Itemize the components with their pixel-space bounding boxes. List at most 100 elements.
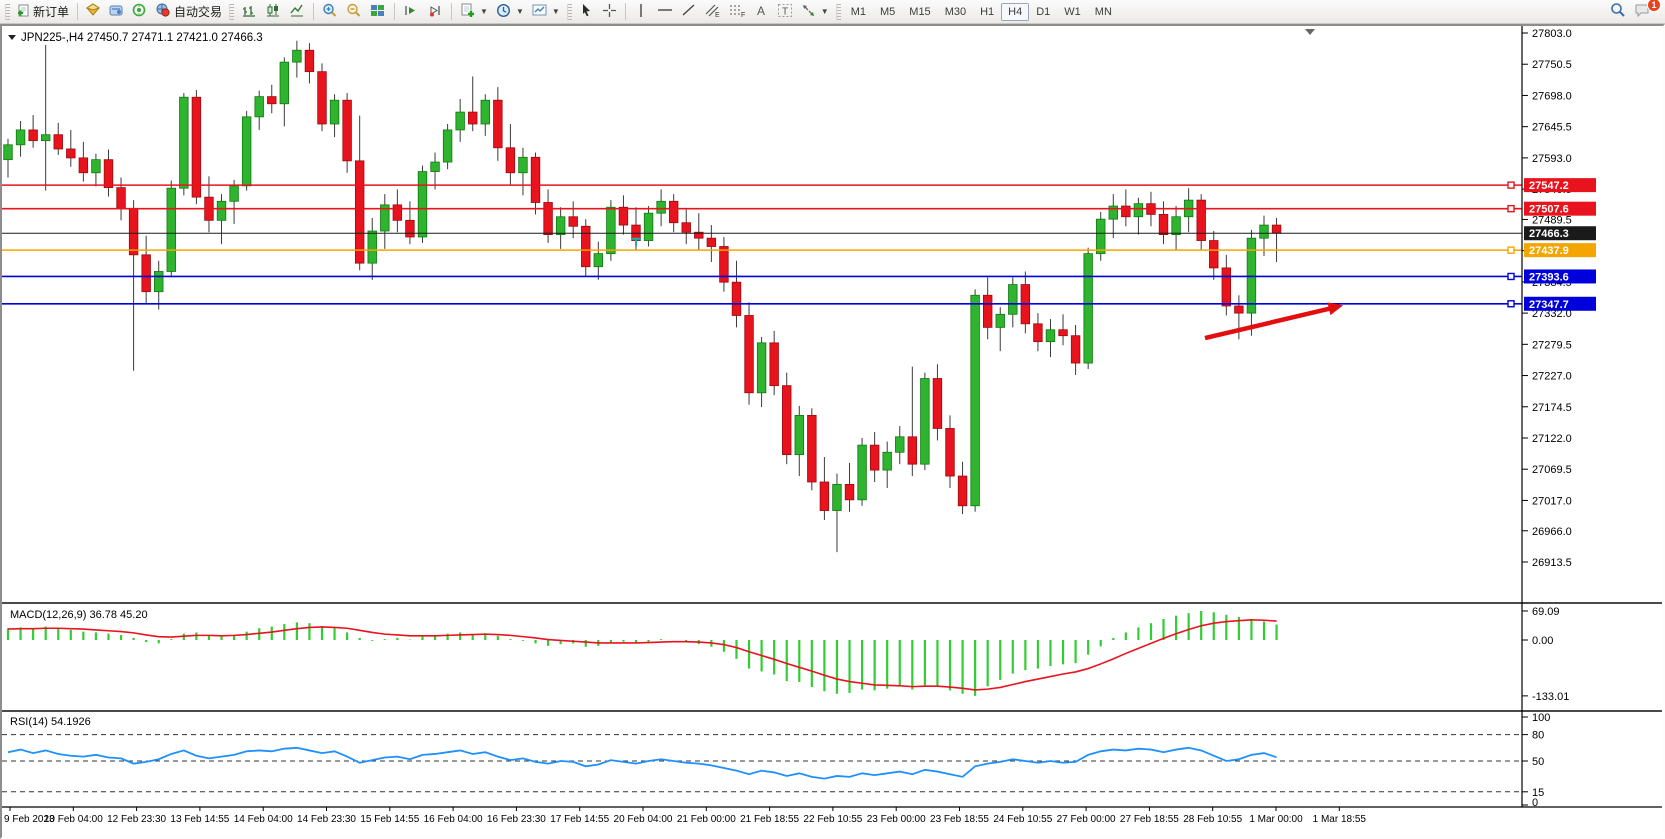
toolbar-separator [77,3,79,20]
horizontal-line-27393.6[interactable] [2,272,1522,281]
timeframe-w1-button[interactable]: W1 [1057,3,1088,21]
toolbar-drag-handle[interactable] [835,3,841,20]
market-watch-button[interactable] [82,2,105,22]
svg-text:27507.6: 27507.6 [1529,204,1569,216]
time-tick-label: 13 Feb 14:55 [170,814,229,825]
candle [28,129,38,142]
timeframe-m15-button[interactable]: M15 [902,3,937,21]
price-tag-27547.2: 27547.2 [1524,178,1596,193]
zoom-out-button[interactable] [342,2,366,22]
candle [53,134,63,150]
teal-t-marker[interactable] [631,237,641,246]
timeframe-mn-button[interactable]: MN [1088,3,1119,21]
auto-trading-button[interactable]: 自动交易 [151,2,226,22]
timeframe-d1-button[interactable]: D1 [1029,3,1057,21]
rsi-tick-label: 100 [1532,712,1550,724]
candle [468,111,478,125]
text-button[interactable]: A [750,2,773,22]
candle [128,208,139,256]
shapes-button[interactable]: ▼ [797,2,833,22]
candle [1108,205,1118,220]
time-tick-label: 14 Feb 04:00 [234,814,293,825]
candle [329,99,340,125]
price-tick-label: 27017.0 [1532,495,1572,507]
candle [555,216,566,236]
line-chart-button[interactable] [285,2,309,22]
shift-chart-button[interactable] [399,2,423,22]
candle [668,200,679,224]
auto-trading-label: 自动交易 [174,5,223,19]
timeframe-m30-button[interactable]: M30 [938,3,973,21]
candle [442,129,453,163]
toolbar-drag-handle[interactable] [5,3,10,20]
templates-button[interactable]: ▼ [528,2,564,22]
toolbar-separator [394,3,396,20]
indicators-button[interactable]: ▼ [456,2,492,22]
shapes-dropdown-caret[interactable]: ▼ [820,7,829,16]
toolbar-drag-handle[interactable] [566,3,572,20]
candle [807,414,817,483]
toolbar-separator [624,3,626,20]
candles-chart-button[interactable] [261,2,285,22]
candle [380,204,390,232]
vertical-line-button[interactable] [630,2,653,22]
data-window-icon [109,3,124,20]
price-axis[interactable]: 27803.027750.527698.027645.527593.027540… [1522,28,1596,569]
macd-label: MACD(12,26,9) 36.78 45.20 [10,609,148,621]
candle [1083,253,1093,364]
search-button[interactable] [1606,2,1630,22]
timeframe-m1-button[interactable]: M1 [844,3,873,21]
horizontal-line-27507.6[interactable] [2,204,1522,213]
zoom-in-button[interactable] [318,2,342,22]
line-handle[interactable] [1507,272,1515,281]
horizontal-line-27347.7[interactable] [2,300,1522,308]
trendline-button[interactable] [677,2,700,22]
candle [857,444,867,501]
price-chart-canvas[interactable]: JPN225-,H4 27450.7 27471.1 27421.0 27466… [2,26,1662,836]
channel-button[interactable]: E [700,2,725,22]
tile-windows-button[interactable] [366,2,390,22]
templates-dropdown-caret[interactable]: ▼ [551,7,560,16]
macd-tick-label: -133.01 [1532,691,1569,703]
horizontal-line-27437.9[interactable] [2,246,1522,254]
auto-scroll-button[interactable] [423,2,447,22]
line-handle[interactable] [1507,204,1515,213]
chart-window: JPN225-,H4 27450.7 27471.1 27421.0 27466… [0,24,1665,839]
scroll-marker-icon[interactable] [1305,29,1315,35]
chart-title: JPN225-,H4 27450.7 27471.1 27421.0 27466… [8,29,1315,44]
signal-button[interactable] [128,2,151,22]
indicators-dropdown-caret[interactable]: ▼ [480,7,488,16]
crosshair-button[interactable] [598,2,621,22]
red-arrow-annotation[interactable] [1204,302,1344,341]
data-window-button[interactable] [105,2,128,22]
line-handle[interactable] [1507,300,1515,308]
timeframe-m5-button[interactable]: M5 [873,3,902,21]
cursor-button[interactable] [575,2,598,22]
candle [606,206,616,255]
new-order-button[interactable]: 新订单 [13,2,73,22]
candle [1209,240,1219,269]
candle [103,159,114,189]
price-tag-27393.6: 27393.6 [1524,269,1596,284]
text-label-button[interactable]: T [773,2,797,22]
price-tick-label: 27593.0 [1532,153,1572,165]
toolbar-drag-handle[interactable] [229,3,235,20]
price-tag-27437.9: 27437.9 [1524,243,1596,258]
line-handle[interactable] [1507,246,1515,254]
chat-notification-badge[interactable]: 1 [1647,0,1661,12]
cursor-icon [579,3,593,21]
line-handle[interactable] [1507,181,1515,189]
horizontal-line-button[interactable] [653,2,677,22]
fibonacci-button[interactable]: F [725,2,750,22]
periods-dropdown-caret[interactable]: ▼ [515,7,524,16]
candle [1196,199,1206,241]
rsi-tick-label: 50 [1532,756,1544,768]
timeframe-h1-button[interactable]: H1 [973,3,1001,21]
chart-menu-triangle-icon[interactable] [8,35,16,40]
timeframe-h4-button[interactable]: H4 [1001,2,1030,21]
candle [656,200,666,214]
periods-button[interactable]: ▼ [492,2,528,22]
bars-chart-button[interactable] [237,2,261,22]
horizontal-line-27547.2[interactable] [2,181,1522,189]
